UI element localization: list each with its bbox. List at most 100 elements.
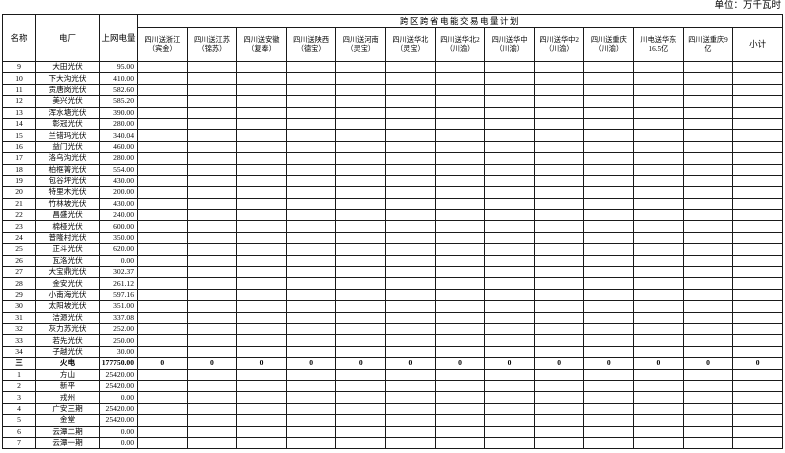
table-row: 1 方山 25420.00 — [2, 368, 783, 381]
trade-plan-cell — [434, 345, 486, 359]
trade-plan-cell — [285, 402, 337, 416]
trade-plan-cell — [385, 117, 436, 131]
trade-plan-cell — [385, 277, 436, 290]
trade-plan-cell — [335, 186, 387, 199]
ongrid-value-cell: 280.00 — [99, 117, 138, 131]
trade-plan-cell — [633, 106, 684, 119]
trade-plan-cell — [186, 300, 238, 313]
trade-plan-cell — [633, 72, 684, 85]
trade-plan-cell — [583, 186, 635, 199]
trade-plan-cell: 0 — [732, 357, 783, 370]
plant-name-cell: 正斗光伏 — [35, 243, 100, 256]
trade-plan-cell — [682, 83, 734, 97]
trade-plan-cell — [335, 266, 387, 279]
row-number-cell: 15 — [2, 129, 36, 142]
trade-plan-cell — [186, 345, 238, 359]
trade-plan-cell — [434, 95, 486, 108]
trade-plan-cell — [137, 368, 188, 381]
trade-plan-cell — [484, 425, 535, 438]
trade-plan-cell — [385, 197, 436, 211]
row-number-cell: 9 — [2, 60, 36, 74]
trade-plan-cell — [186, 140, 238, 154]
table-row: 32 灰力苏光伏 252.00 — [2, 322, 783, 336]
trade-plan-cell — [186, 334, 238, 347]
trade-plan-cell — [682, 106, 734, 119]
trade-plan-cell — [484, 72, 535, 85]
row-number-cell: 10 — [2, 72, 36, 85]
trade-plan-cell: 0 — [682, 357, 734, 370]
trade-plan-cell — [186, 425, 238, 438]
trade-plan-cell — [484, 117, 535, 131]
trade-plan-cell — [533, 152, 585, 165]
trade-plan-cell — [484, 334, 535, 347]
ongrid-value-cell: 351.00 — [99, 300, 138, 313]
trade-plan-cell — [732, 345, 783, 359]
row-number-cell: 25 — [2, 243, 36, 256]
trade-plan-cell — [682, 322, 734, 336]
trade-plan-cell — [583, 334, 635, 347]
trade-plan-cell — [385, 414, 436, 427]
ongrid-value-cell: 410.00 — [99, 72, 138, 85]
trade-column-header: 四川送重庆9 亿 — [682, 27, 734, 62]
trade-plan-cell — [434, 391, 486, 404]
plant-name-cell: 小南海光伏 — [35, 288, 100, 302]
trade-plan-cell — [682, 345, 734, 359]
trade-column-header: 小计 — [732, 27, 783, 62]
row-number-cell: 31 — [2, 311, 36, 325]
trade-column-header: 四川送江苏 （锦苏） — [186, 27, 238, 62]
trade-plan-cell — [484, 254, 535, 268]
trade-plan-cell — [484, 197, 535, 211]
ongrid-value-cell: 0.00 — [99, 254, 138, 268]
trade-plan-cell — [285, 106, 337, 119]
row-number-cell: 13 — [2, 106, 36, 119]
plant-name-cell: 云潭一期 — [35, 436, 100, 450]
plant-name-cell: 灰力苏光伏 — [35, 322, 100, 336]
trade-plan-cell — [335, 311, 387, 325]
table-row: 27 大宝鼎光伏 302.37 — [2, 266, 783, 279]
trade-plan-cell — [236, 311, 287, 325]
trade-plan-cell — [335, 140, 387, 154]
trade-plan-cell — [186, 254, 238, 268]
trade-plan-cell — [186, 322, 238, 336]
trade-plan-cell — [682, 197, 734, 211]
trade-plan-cell — [335, 379, 387, 393]
trade-plan-cell — [732, 163, 783, 176]
table-row: 4 广安三期 25420.00 — [2, 402, 783, 416]
plant-name-cell: 美兴光伏 — [35, 95, 100, 108]
trade-plan-cell — [583, 425, 635, 438]
trade-plan-cell — [633, 425, 684, 438]
row-number-cell: 16 — [2, 140, 36, 154]
trade-plan-cell — [732, 379, 783, 393]
trade-column-header: 四川送浙江 （宾金） — [137, 27, 188, 62]
trade-plan-cell — [285, 277, 337, 290]
trade-plan-cell — [385, 243, 436, 256]
trade-plan-cell — [484, 140, 535, 154]
trade-column-header: 川电送华东 16.5亿 — [633, 27, 684, 62]
table-row: 33 若先光伏 250.00 — [2, 334, 783, 347]
trade-plan-cell — [335, 368, 387, 381]
trade-plan-cell — [385, 300, 436, 313]
table-row: 14 彰冠光伏 280.00 — [2, 117, 783, 131]
trade-plan-cell — [732, 414, 783, 427]
trade-plan-cell — [285, 414, 337, 427]
plant-name-cell: 火电 — [35, 357, 100, 370]
trade-plan-cell — [484, 300, 535, 313]
trade-plan-cell — [186, 288, 238, 302]
trade-plan-cell — [137, 209, 188, 222]
trade-plan-cell — [335, 254, 387, 268]
trade-plan-cell — [732, 95, 783, 108]
plant-name-cell: 戎州 — [35, 391, 100, 404]
trade-plan-cell — [236, 83, 287, 97]
trade-plan-cell — [285, 425, 337, 438]
trade-plan-cell — [385, 152, 436, 165]
trade-plan-cell — [633, 322, 684, 336]
trade-plan-cell — [434, 174, 486, 188]
trade-plan-cell — [732, 311, 783, 325]
row-number-cell: 32 — [2, 322, 36, 336]
trade-plan-cell — [533, 311, 585, 325]
trade-plan-cell — [633, 243, 684, 256]
trade-plan-cell — [484, 129, 535, 142]
trade-plan-cell — [385, 254, 436, 268]
trade-plan-cell — [633, 209, 684, 222]
trade-plan-cell — [583, 129, 635, 142]
